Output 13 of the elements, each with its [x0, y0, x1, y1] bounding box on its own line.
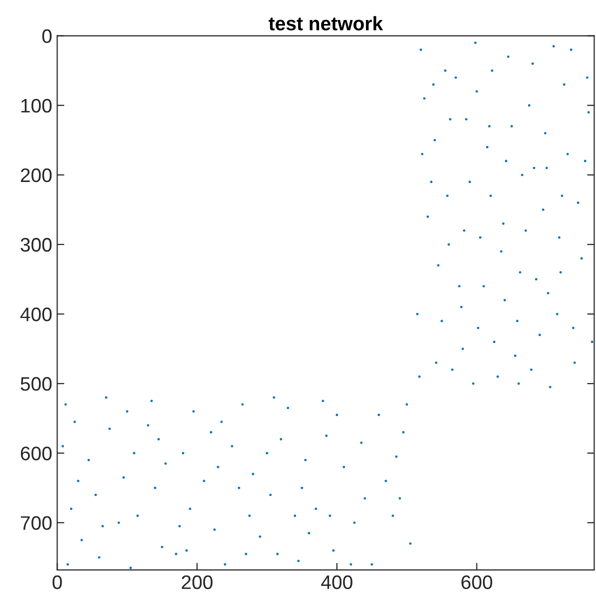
- chart-title: test network: [268, 16, 384, 30]
- y-tick-label: 500: [20, 377, 52, 391]
- y-tick-label: 600: [20, 446, 52, 460]
- x-tick-label: 600: [462, 575, 492, 590]
- y-tick-label: 0: [42, 29, 52, 44]
- x-tick-label: 0: [52, 575, 62, 590]
- y-tick-label: 100: [21, 98, 52, 113]
- x-tick-label: 200: [182, 575, 213, 590]
- y-tick-label: 200: [20, 168, 52, 182]
- x-tick-label: 400: [321, 575, 352, 590]
- y-tick-label: 400: [20, 307, 52, 322]
- y-tick-label: 700: [20, 516, 52, 530]
- y-tick-label: 300: [20, 238, 52, 252]
